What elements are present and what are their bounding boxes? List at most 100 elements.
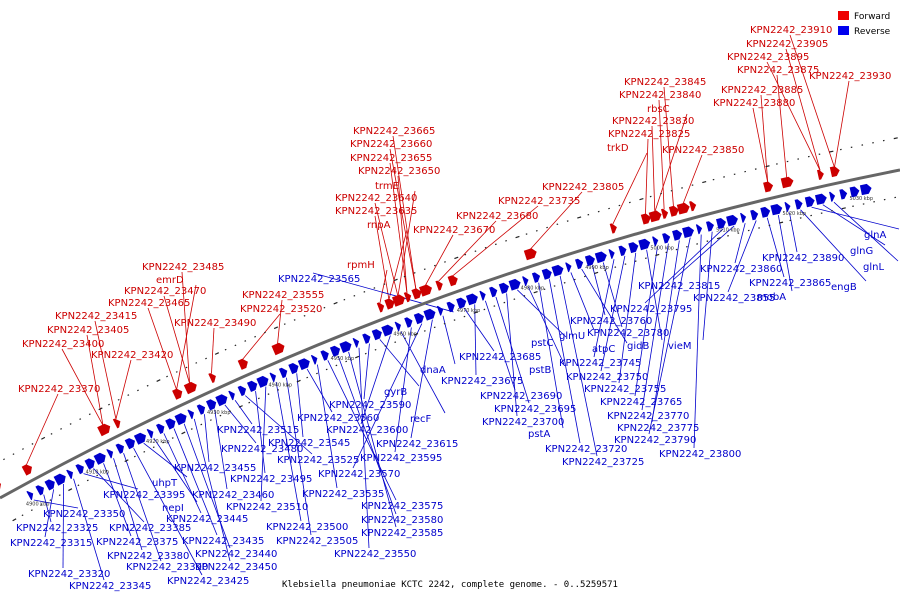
reverse-gene-label: KPN2242_23690 — [480, 391, 562, 402]
tick-label: 4940 kbp — [268, 383, 292, 389]
reverse-leader-line — [734, 223, 746, 264]
reverse-gene-label: KPN2242_23320 — [28, 569, 110, 580]
forward-guide-mark — [333, 301, 338, 305]
forward-leader-line — [25, 393, 59, 466]
reverse-leader-line — [646, 249, 663, 341]
reverse-guide-mark — [267, 393, 270, 395]
reverse-guide-mark — [133, 455, 136, 458]
reverse-leader-line — [352, 323, 423, 469]
reverse-gene-label: KPN2242_23770 — [607, 411, 689, 422]
legend-reverse-label: Reverse — [854, 27, 891, 37]
reverse-gene-arrow — [75, 464, 84, 475]
forward-gene-arrow — [271, 342, 285, 356]
forward-guide-mark — [639, 198, 644, 201]
reverse-leader-line — [317, 364, 338, 489]
reverse-gene-arrow — [829, 191, 836, 202]
reverse-gene-arrow — [278, 367, 288, 379]
reverse-gene-arrow — [206, 399, 217, 411]
reverse-guide-mark — [443, 322, 446, 325]
forward-guide-mark — [343, 298, 346, 301]
forward-guide-mark — [273, 326, 279, 330]
forward-gene-label: rnpA — [367, 220, 391, 231]
reverse-gene-label: KPN2242_23385 — [109, 523, 191, 534]
genome-axis — [0, 168, 900, 500]
reverse-guide-mark — [306, 376, 309, 379]
reverse-gene-arrow — [26, 491, 34, 501]
reverse-guide-mark — [68, 488, 73, 492]
forward-gene-label: KPN2242_23680 — [456, 211, 538, 222]
forward-gene-label: KPN2242_23465 — [108, 298, 190, 309]
reverse-leader-line — [83, 473, 139, 490]
tick-label: 5000 kbp — [650, 246, 674, 252]
forward-gene-label: rpmH — [347, 260, 375, 271]
reverse-gene-label: KPN2242_23500 — [266, 522, 348, 533]
reverse-gene-label: KPN2242_23695 — [494, 404, 576, 415]
reverse-gene-label: atpC — [592, 344, 615, 355]
forward-guide-mark — [98, 407, 103, 411]
reverse-gene-label: KPN2242_23860 — [700, 264, 782, 275]
reverse-guide-mark — [115, 465, 117, 467]
reverse-gene-arrow — [288, 363, 299, 375]
reverse-guide-mark — [77, 484, 80, 487]
reverse-gene-arrow — [106, 449, 114, 459]
reverse-guide-mark — [12, 518, 17, 522]
forward-gene-arrow — [523, 248, 537, 261]
reverse-guide-mark — [716, 237, 722, 240]
forward-leader-line — [61, 348, 104, 426]
reverse-gene-label: KPN2242_23800 — [659, 449, 741, 460]
reverse-gene-label: pstC — [531, 338, 553, 349]
reverse-gene-label: KPN2242_23720 — [545, 444, 627, 455]
forward-leader-line — [277, 299, 283, 345]
forward-guide-mark — [765, 165, 770, 168]
forward-guide-mark — [515, 235, 520, 239]
reverse-gene-label: KPN2242_23775 — [617, 423, 699, 434]
forward-leader-line — [663, 86, 674, 207]
reverse-gene-arrow — [652, 236, 659, 247]
reverse-gene-label: glnA — [864, 230, 886, 241]
reverse-gene-arrow — [84, 458, 95, 470]
reverse-gene-label: KPN2242_23580 — [361, 515, 443, 526]
forward-guide-mark — [79, 418, 82, 420]
forward-gene-label: KPN2242_23665 — [353, 126, 435, 137]
reverse-leader-line — [183, 423, 231, 549]
reverse-leader-line — [306, 368, 333, 413]
reverse-guide-mark — [105, 469, 108, 472]
forward-guide-mark — [22, 448, 24, 450]
reverse-leader-line — [484, 300, 516, 391]
reverse-gene-label: vieM — [668, 341, 691, 352]
reverse-leader-line — [275, 382, 302, 522]
reverse-leader-line — [410, 319, 433, 439]
reverse-guide-mark — [219, 414, 222, 417]
reverse-leader-line — [517, 289, 567, 338]
forward-gene-label: KPN2242_23840 — [619, 90, 701, 101]
reverse-leader-line — [559, 275, 598, 457]
reverse-leader-line — [153, 438, 198, 503]
forward-gene-label: trkD — [607, 143, 629, 154]
reverse-leader-line — [33, 499, 79, 509]
reverse-leader-line — [766, 217, 785, 278]
reverse-guide-mark — [209, 419, 212, 421]
reverse-gene-label: dnaA — [420, 365, 446, 376]
reverse-gene-arrow — [794, 199, 803, 210]
reverse-guide-mark — [229, 410, 231, 413]
reverse-gene-label: KPN2242_23590 — [329, 400, 411, 411]
reverse-gene-label: KPN2242_23890 — [762, 253, 844, 264]
forward-leader-line — [379, 269, 388, 304]
reverse-gene-arrow — [638, 238, 651, 251]
reverse-leader-line — [312, 272, 454, 313]
forward-guide-mark — [195, 362, 198, 364]
reverse-gene-arrow — [93, 452, 106, 465]
forward-leader-line — [776, 74, 788, 179]
reverse-leader-line — [73, 478, 105, 581]
reverse-leader-line — [43, 494, 52, 523]
reverse-gene-arrow — [228, 390, 235, 401]
reverse-gene-arrow — [339, 341, 352, 353]
reverse-gene-label: KPN2242_23425 — [167, 576, 249, 587]
reverse-gene-label: KPN2242_23445 — [166, 514, 248, 525]
forward-gene-label: KPN2242_23825 — [608, 129, 690, 140]
forward-leader-line — [241, 313, 281, 361]
forward-gene-arrow — [411, 288, 422, 300]
reverse-gene-label: KPN2242_23585 — [361, 528, 443, 539]
forward-gene-label: emrD — [156, 275, 184, 286]
